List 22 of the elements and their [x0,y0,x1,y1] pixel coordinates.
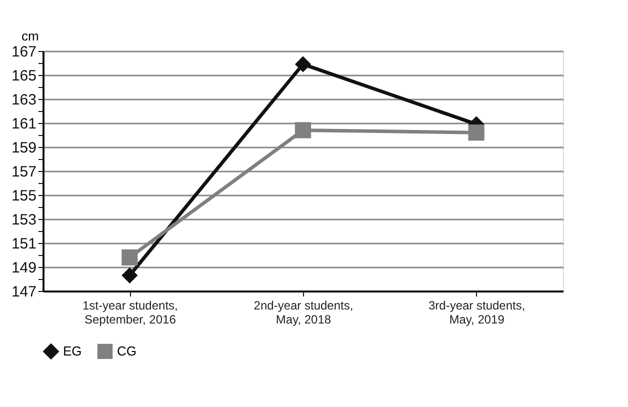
y-tick-label: 167 [11,44,36,60]
point [294,122,312,138]
y-tick-label: 151 [11,236,36,252]
point [468,124,484,141]
y-tick-label: 149 [11,260,36,276]
y-tick-label: 147 [11,284,36,300]
point [122,249,138,266]
y-axis-title: cm [22,28,39,44]
point [294,56,312,72]
y-tick-label: 153 [11,212,36,228]
y-tick-label: 163 [11,92,36,108]
x-tick-label: 3rd-year students, May, 2019 [428,298,526,326]
y-tick-label: 165 [11,68,36,84]
legend-label: EG [63,343,82,358]
x-tick-label: 1st-year students, September, 2016 [82,298,178,326]
legend-label: CG [117,343,136,358]
x-tick-label: 2nd-year students, May, 2018 [254,298,354,326]
y-tick-label: 159 [11,140,36,156]
point [122,267,138,284]
y-tick-label: 157 [11,164,36,180]
y-tick-label: 161 [11,116,36,132]
y-tick-label: 155 [11,188,36,204]
